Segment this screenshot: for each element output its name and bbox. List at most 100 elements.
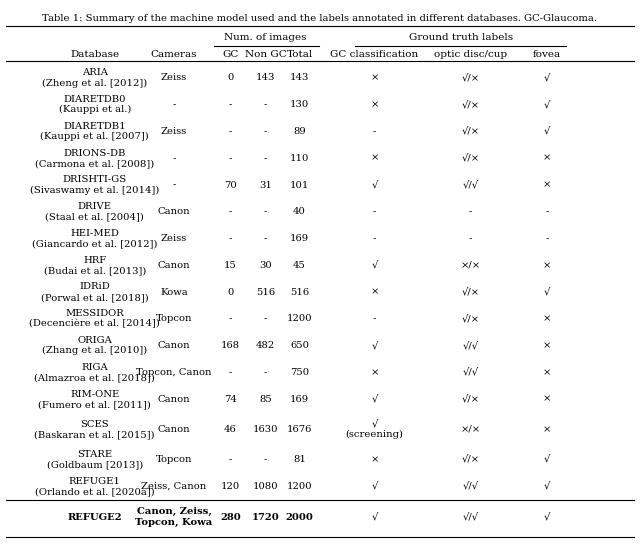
Text: √/×: √/× (461, 100, 479, 109)
Text: 650: 650 (290, 341, 309, 350)
Text: HEI-MED
(Giancardo et al. [2012]): HEI-MED (Giancardo et al. [2012]) (32, 229, 157, 248)
Text: √: √ (544, 100, 550, 109)
Text: ×: × (543, 368, 552, 377)
Text: -: - (264, 455, 268, 464)
Text: Zeiss, Canon: Zeiss, Canon (141, 482, 207, 491)
Text: √/×: √/× (461, 315, 479, 323)
Text: DIARETDB1
(Kauppi et al. [2007]): DIARETDB1 (Kauppi et al. [2007]) (40, 121, 149, 141)
Text: GC: GC (222, 50, 239, 59)
Text: -: - (545, 207, 549, 216)
Text: 1200: 1200 (287, 315, 312, 323)
Text: √
(screening): √ (screening) (346, 420, 403, 439)
Text: √/√: √/√ (462, 181, 479, 189)
Text: 516: 516 (256, 288, 275, 296)
Text: -: - (264, 207, 268, 216)
Text: 168: 168 (221, 341, 240, 350)
Text: -: - (264, 154, 268, 163)
Text: 110: 110 (290, 154, 309, 163)
Text: Total: Total (286, 50, 313, 59)
Text: -: - (228, 455, 232, 464)
Text: -: - (372, 315, 376, 323)
Text: √: √ (371, 261, 378, 270)
Text: 31: 31 (259, 181, 272, 189)
Text: 15: 15 (224, 261, 237, 270)
Text: ×: × (543, 315, 552, 323)
Text: REFUGE1
(Orlando et al. [2020a]): REFUGE1 (Orlando et al. [2020a]) (35, 476, 155, 496)
Text: Ground truth labels: Ground truth labels (409, 33, 513, 42)
Text: -: - (264, 368, 268, 377)
Text: 516: 516 (290, 288, 309, 296)
Text: IDRiD
(Porwal et al. [2018]): IDRiD (Porwal et al. [2018]) (41, 282, 148, 302)
Text: 46: 46 (224, 425, 237, 434)
Text: 130: 130 (290, 100, 309, 109)
Text: √: √ (544, 127, 550, 136)
Text: ARIA
(Zheng et al. [2012]): ARIA (Zheng et al. [2012]) (42, 68, 147, 88)
Text: 1200: 1200 (287, 482, 312, 491)
Text: √: √ (544, 482, 550, 491)
Text: ×: × (370, 73, 379, 83)
Text: Canon: Canon (158, 425, 190, 434)
Text: Cameras: Cameras (151, 50, 197, 59)
Text: √: √ (371, 482, 378, 491)
Text: 45: 45 (293, 261, 306, 270)
Text: -: - (228, 368, 232, 377)
Text: RIGA
(Almazroa et al. [2018]): RIGA (Almazroa et al. [2018]) (35, 363, 155, 382)
Text: 2000: 2000 (285, 513, 314, 521)
Text: -: - (264, 234, 268, 243)
Text: √/×: √/× (461, 127, 479, 136)
Text: √: √ (544, 513, 550, 521)
Text: 30: 30 (259, 261, 272, 270)
Text: -: - (228, 127, 232, 136)
Text: Kowa: Kowa (160, 288, 188, 296)
Text: 143: 143 (290, 73, 309, 83)
Text: ×: × (543, 181, 552, 189)
Text: 81: 81 (293, 455, 306, 464)
Text: √/√: √/√ (462, 482, 479, 491)
Text: Table 1: Summary of the machine model used and the labels annotated in different: Table 1: Summary of the machine model us… (42, 14, 598, 23)
Text: -: - (264, 315, 268, 323)
Text: -: - (172, 154, 176, 163)
Text: -: - (172, 100, 176, 109)
Text: Canon: Canon (158, 261, 190, 270)
Text: 0: 0 (227, 73, 234, 83)
Text: Canon, Zeiss,
Topcon, Kowa: Canon, Zeiss, Topcon, Kowa (136, 507, 212, 527)
Text: 85: 85 (259, 395, 272, 404)
Text: ORIGA
(Zhang et al. [2010]): ORIGA (Zhang et al. [2010]) (42, 336, 147, 356)
Text: GC classification: GC classification (330, 50, 419, 59)
Text: √/×: √/× (461, 288, 479, 296)
Text: √: √ (371, 513, 378, 521)
Text: 750: 750 (290, 368, 309, 377)
Text: -: - (172, 181, 176, 189)
Text: Non GC: Non GC (244, 50, 287, 59)
Text: ×: × (543, 261, 552, 270)
Text: -: - (228, 207, 232, 216)
Text: 1080: 1080 (253, 482, 278, 491)
Text: Database: Database (70, 50, 119, 59)
Text: REFUGE2: REFUGE2 (67, 513, 122, 521)
Text: √/×: √/× (461, 455, 479, 464)
Text: 1676: 1676 (287, 425, 312, 434)
Text: -: - (264, 100, 268, 109)
Text: ×: × (543, 395, 552, 404)
Text: -: - (372, 207, 376, 216)
Text: DRIVE
(Staal et al. [2004]): DRIVE (Staal et al. [2004]) (45, 202, 144, 222)
Text: ×: × (543, 341, 552, 350)
Text: ×: × (543, 425, 552, 434)
Text: -: - (468, 234, 472, 243)
Text: -: - (228, 315, 232, 323)
Text: 169: 169 (290, 395, 309, 404)
Text: 280: 280 (220, 513, 241, 521)
Text: √: √ (371, 341, 378, 350)
Text: -: - (264, 127, 268, 136)
Text: ×: × (370, 455, 379, 464)
Text: √/×: √/× (461, 395, 479, 404)
Text: ×: × (370, 368, 379, 377)
Text: 70: 70 (224, 181, 237, 189)
Text: Canon: Canon (158, 207, 190, 216)
Text: DRIONS-DB
(Carmona et al. [2008]): DRIONS-DB (Carmona et al. [2008]) (35, 149, 154, 168)
Text: 169: 169 (290, 234, 309, 243)
Text: -: - (228, 234, 232, 243)
Text: √/√: √/√ (462, 341, 479, 350)
Text: Zeiss: Zeiss (161, 234, 188, 243)
Text: Topcon: Topcon (156, 455, 193, 464)
